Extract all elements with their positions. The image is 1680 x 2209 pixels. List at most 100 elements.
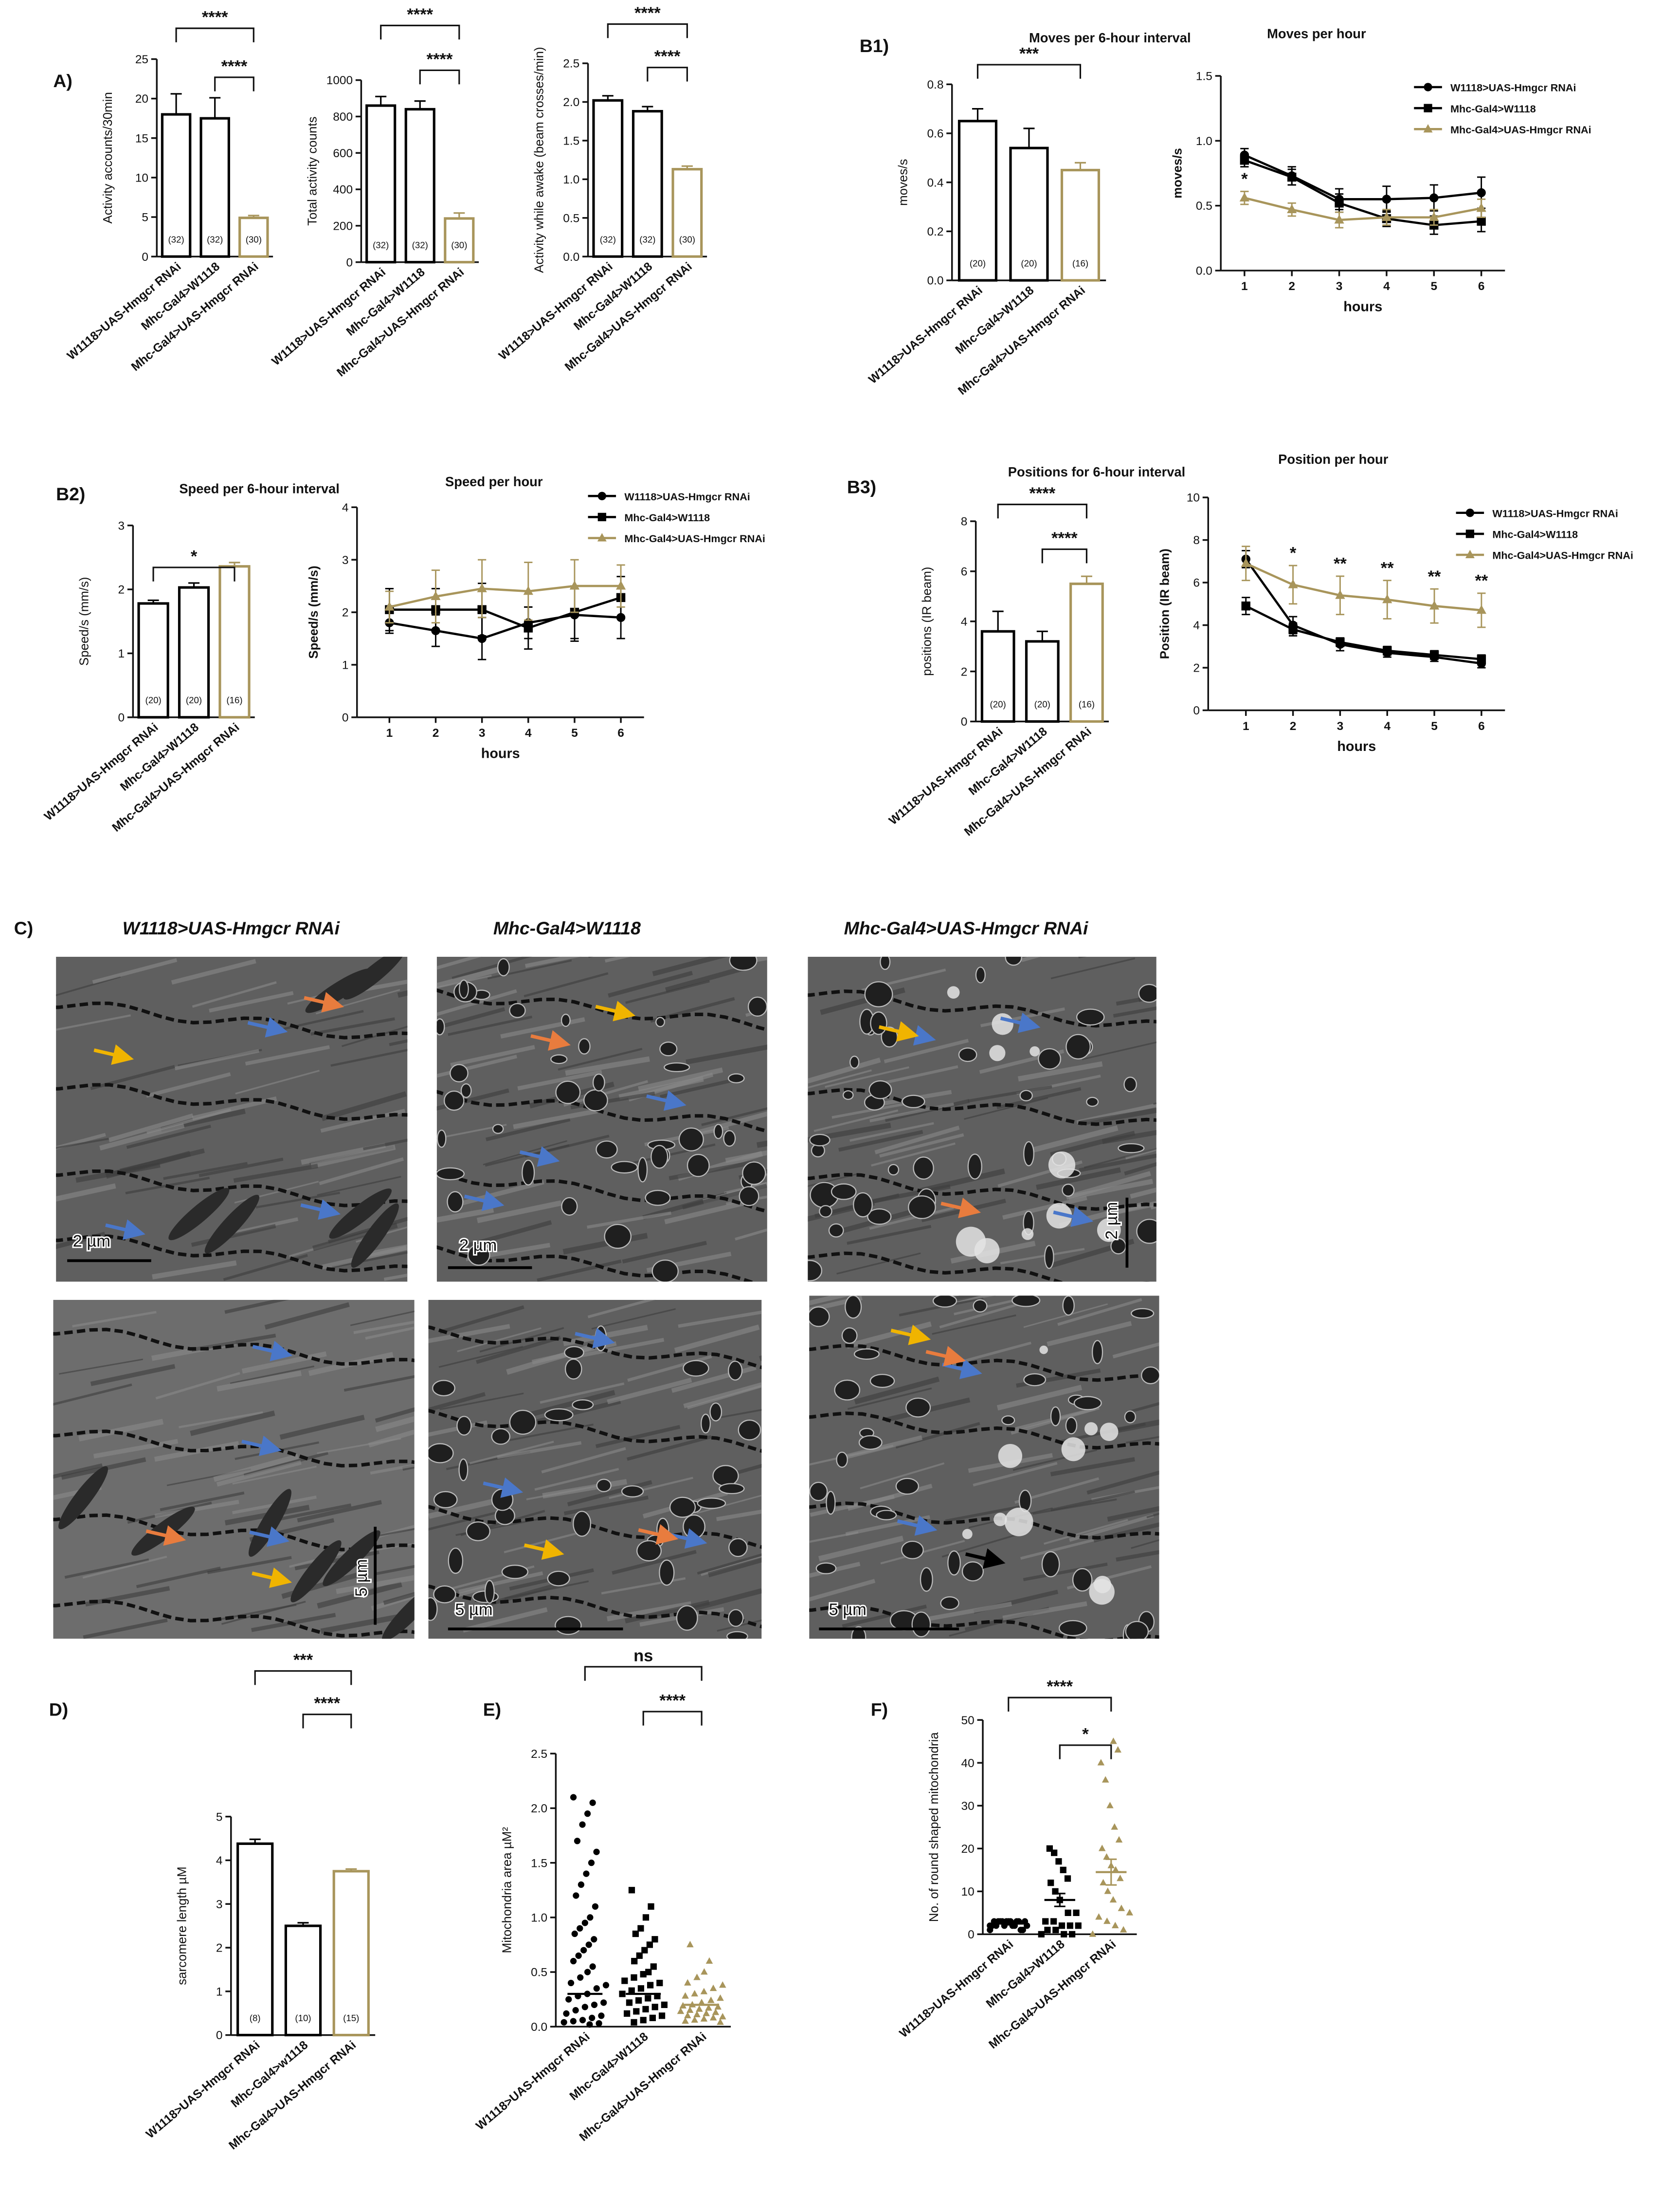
arrow xyxy=(93,1044,134,1065)
vacuole xyxy=(994,1513,1007,1526)
bar xyxy=(980,630,1015,723)
series-line xyxy=(389,614,621,640)
mitochondrion xyxy=(456,1416,472,1436)
fibril xyxy=(579,1337,665,1358)
fibril xyxy=(524,956,581,968)
fibril xyxy=(83,1618,168,1639)
arrow xyxy=(940,1197,981,1218)
y-tick-label: 0 xyxy=(216,2029,223,2042)
y-tick-label: 2 xyxy=(1193,662,1200,675)
fibril xyxy=(439,1392,524,1410)
chart: E) 0.0 0.5 1.0 1.5 2.0 2.5 Mitochondria area µM… xyxy=(473,1646,731,2144)
marker-square xyxy=(661,2001,668,2008)
y-tick-label: 2 xyxy=(961,665,968,678)
fibril xyxy=(476,1200,562,1223)
marker-triangle xyxy=(709,1984,717,1991)
error-bar xyxy=(992,610,1004,632)
y-tick-label: 20 xyxy=(135,92,148,106)
y-tick-label: 0.0 xyxy=(927,274,943,288)
arrow xyxy=(1000,1012,1041,1033)
significance-label: **** xyxy=(1047,1678,1073,1696)
mitochondrion xyxy=(645,1189,671,1206)
scale-bar-label: 2 µm xyxy=(73,1232,110,1251)
fibril xyxy=(163,1162,248,1180)
mitochondrion xyxy=(973,1299,988,1313)
mitochondrion xyxy=(592,1073,605,1092)
micrograph xyxy=(428,1299,762,1639)
marker-triangle xyxy=(677,2007,685,2014)
arrow xyxy=(530,1030,571,1051)
x-tick-label: 4 xyxy=(1384,720,1391,733)
marker-triangle xyxy=(679,2002,687,2008)
fibril xyxy=(343,1375,415,1392)
fibril xyxy=(336,1575,415,1594)
significance-bracket xyxy=(607,23,688,38)
bar xyxy=(332,1870,370,2037)
bar xyxy=(236,1842,274,2037)
mitochondrion xyxy=(1092,1340,1103,1365)
x-axis-label: hours xyxy=(481,746,520,761)
fibril xyxy=(155,1372,240,1400)
fibril xyxy=(1044,1519,1128,1545)
fibril xyxy=(664,1199,750,1224)
marker-circle xyxy=(589,1963,596,1970)
marker-triangle xyxy=(1117,1875,1124,1881)
marker-circle xyxy=(565,1996,572,2003)
marker-square xyxy=(628,1987,635,1994)
marker-triangle xyxy=(1241,558,1251,567)
chart: Speed per hour 0 1 2 3 4 Speed/s (mm/s) 1 2 3 4 5 6 h… xyxy=(307,474,765,761)
significance-bracket xyxy=(647,67,688,82)
y-tick-label: 200 xyxy=(333,220,353,233)
fibril xyxy=(1082,1041,1156,1060)
mitochondrion xyxy=(958,1047,977,1062)
chart-title: Speed per 6-hour interval xyxy=(179,481,340,496)
mitochondrion xyxy=(329,1188,392,1239)
fibril xyxy=(136,1567,221,1588)
chart: 0.0 0.5 1.0 1.5 2.0 2.5 Activity while awake (… xyxy=(496,4,707,374)
marker-triangle xyxy=(691,1990,698,1997)
significance-bracket xyxy=(254,1670,352,1685)
marker-square xyxy=(636,1952,643,1959)
arrow xyxy=(105,1219,145,1240)
error-bar xyxy=(602,95,614,101)
vacuole xyxy=(1039,1345,1048,1354)
z-disc xyxy=(428,1325,762,1369)
fibril xyxy=(838,1130,923,1152)
n-label: (15) xyxy=(343,2013,359,2023)
y-tick-label: 4 xyxy=(1193,619,1200,632)
marker-triangle xyxy=(693,2010,701,2017)
marker-square xyxy=(1064,1875,1071,1882)
mitochondrion xyxy=(905,1397,931,1418)
fibril xyxy=(255,1191,340,1209)
fibril xyxy=(497,1441,582,1459)
fibril xyxy=(895,1422,980,1449)
fibril xyxy=(1180,1307,1265,1324)
n-label: (8) xyxy=(250,2013,261,2023)
fibril xyxy=(1116,1550,1159,1562)
n-label: (16) xyxy=(1072,258,1088,268)
marker-triangle xyxy=(1287,204,1297,213)
mitochondrion xyxy=(497,958,510,977)
marker-triangle xyxy=(1115,1836,1123,1843)
z-disc xyxy=(53,1599,415,1638)
bar xyxy=(671,168,703,258)
vacuole xyxy=(1094,1575,1111,1593)
mitochondrion xyxy=(967,1153,982,1180)
mitochondrion xyxy=(867,1208,892,1225)
y-tick-label: 2 xyxy=(118,584,125,597)
arrow xyxy=(300,1199,341,1220)
fibril xyxy=(375,1407,415,1423)
arrow xyxy=(241,1435,282,1456)
fibril xyxy=(230,1365,315,1385)
mitochondrion xyxy=(572,1399,594,1410)
x-tick-label: 5 xyxy=(1431,720,1438,733)
arrow xyxy=(878,1021,919,1042)
legend-marker xyxy=(1465,549,1475,558)
fibril xyxy=(56,1183,116,1202)
mitochondrion xyxy=(697,1497,726,1509)
marker-circle xyxy=(581,1919,588,1926)
mitochondrion xyxy=(596,1479,612,1493)
x-tick-label: 3 xyxy=(1337,720,1344,733)
y-tick-label: 0 xyxy=(1193,704,1200,717)
